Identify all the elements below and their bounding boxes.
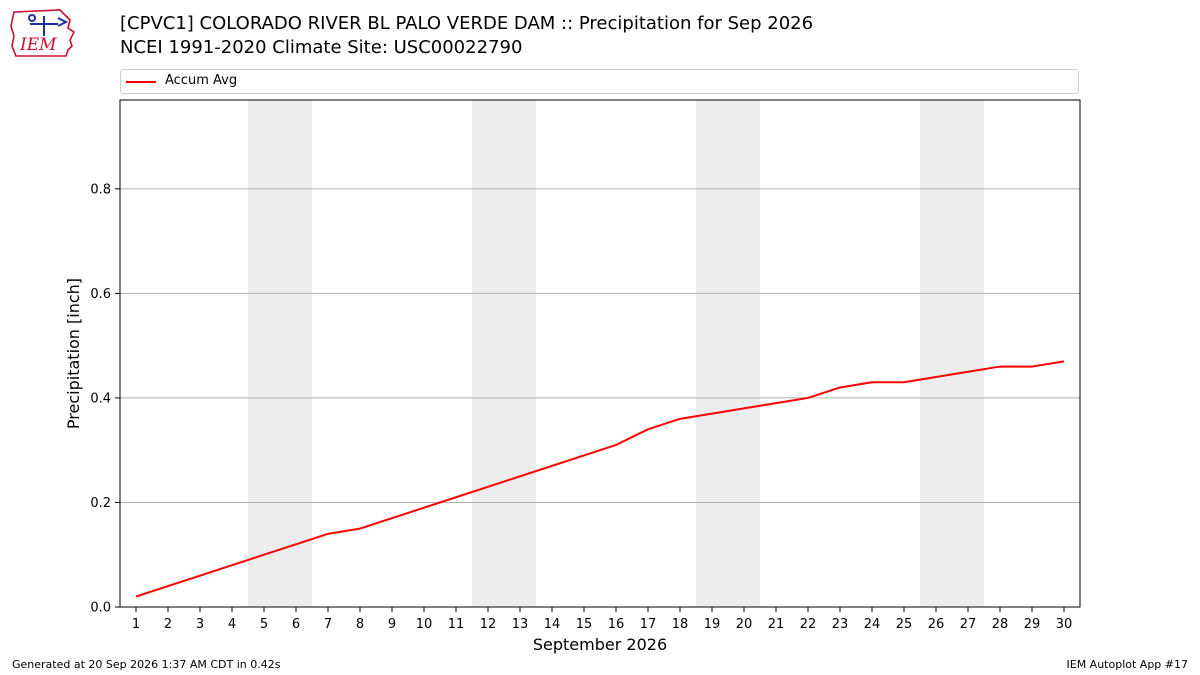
data-point (231, 564, 233, 566)
y-tick-label: 0.0 (90, 601, 111, 616)
y-axis: 0.0 0.2 0.4 0.6 0.8 (90, 182, 120, 616)
series-layer (135, 360, 1065, 598)
weekend-bands (248, 100, 984, 607)
weekend-band-13 (504, 100, 536, 607)
x-tick-label: 16 (608, 617, 625, 632)
x-tick-label: 17 (640, 617, 657, 632)
data-point (167, 585, 169, 587)
data-point (711, 413, 713, 415)
data-point (519, 475, 521, 477)
footer-app-label: IEM Autoplot App #17 (1066, 658, 1189, 671)
x-tick-label: 26 (928, 617, 945, 632)
data-point (583, 454, 585, 456)
data-point (135, 596, 137, 598)
x-tick-label: 20 (736, 617, 753, 632)
weekend-band-20 (728, 100, 760, 607)
x-tick-label: 2 (164, 617, 172, 632)
data-point (1063, 360, 1065, 362)
grid-lines (120, 188, 1080, 503)
data-point (391, 517, 393, 519)
chart-title-line-1: [CPVC1] COLORADO RIVER BL PALO VERDE DAM… (120, 13, 814, 34)
data-point (871, 381, 873, 383)
chart-legend: Accum Avg (120, 69, 1079, 94)
x-tick-label: 29 (1024, 617, 1041, 632)
series-line-accum-avg (135, 360, 1065, 598)
iem-logo: IEM (10, 9, 76, 57)
weather-station-icon (28, 14, 69, 36)
data-point (423, 507, 425, 509)
x-tick-label: 30 (1056, 617, 1073, 632)
chart-title-line-2: NCEI 1991-2020 Climate Site: USC00022790 (120, 37, 523, 58)
x-tick-label: 13 (512, 617, 529, 632)
x-tick-label: 8 (356, 617, 364, 632)
data-point (263, 554, 265, 556)
y-tick-label: 0.6 (90, 287, 111, 302)
x-tick-label: 7 (324, 617, 332, 632)
x-axis-label: September 2026 (533, 635, 667, 654)
weekend-band-19 (696, 100, 728, 607)
y-tick-label: 0.2 (90, 496, 111, 511)
x-tick-label: 14 (544, 617, 561, 632)
x-tick-label: 6 (292, 617, 300, 632)
weekend-band-6 (280, 100, 312, 607)
weekend-band-27 (952, 100, 984, 607)
logo-text: IEM (19, 35, 57, 55)
x-tick-label: 18 (672, 617, 689, 632)
data-point (295, 543, 297, 545)
x-tick-label: 27 (960, 617, 977, 632)
x-tick-label: 25 (896, 617, 913, 632)
weekend-band-5 (248, 100, 280, 607)
data-point (679, 418, 681, 420)
x-tick-label: 19 (704, 617, 721, 632)
x-tick-label: 4 (228, 617, 236, 632)
plot-frame (119, 99, 1081, 608)
x-tick-label: 15 (576, 617, 593, 632)
data-point (551, 465, 553, 467)
data-point (199, 575, 201, 577)
x-tick-label: 28 (992, 617, 1009, 632)
data-point (615, 444, 617, 446)
x-tick-label: 12 (480, 617, 497, 632)
data-point (1031, 366, 1033, 368)
x-tick-label: 1 (132, 617, 140, 632)
data-point (967, 371, 969, 373)
x-tick-label: 3 (196, 617, 204, 632)
data-point (839, 386, 841, 388)
data-point (807, 397, 809, 399)
x-axis: 1 2 3 4 5 6 7 8 9 10 11 12 13 14 15 16 17 18 19 20 21 22 23 24 2… (132, 607, 1072, 632)
x-tick-label: 21 (768, 617, 785, 632)
weekend-band-26 (920, 100, 952, 607)
footer-generated-text: Generated at 20 Sep 2026 1:37 AM CDT in … (12, 658, 281, 671)
y-tick-label: 0.8 (90, 182, 111, 197)
data-point (903, 381, 905, 383)
data-point (935, 376, 937, 378)
data-point (775, 402, 777, 404)
weekend-band-12 (472, 100, 504, 607)
x-tick-label: 10 (416, 617, 433, 632)
y-tick-label: 0.4 (90, 391, 111, 406)
x-tick-label: 24 (864, 617, 881, 632)
x-tick-label: 9 (388, 617, 396, 632)
data-point (743, 407, 745, 409)
x-tick-label: 11 (448, 617, 465, 632)
legend-label-accum-avg: Accum Avg (165, 73, 238, 88)
data-point (359, 528, 361, 530)
legend-swatch-accum-avg (126, 81, 156, 83)
x-tick-label: 23 (832, 617, 849, 632)
data-point (647, 428, 649, 430)
data-point (327, 533, 329, 535)
x-tick-label: 5 (260, 617, 268, 632)
data-point (455, 496, 457, 498)
data-point (487, 486, 489, 488)
y-axis-label: Precipitation [inch] (64, 278, 83, 429)
x-tick-label: 22 (800, 617, 817, 632)
iowa-outline-icon (10, 9, 76, 57)
data-point (999, 366, 1001, 368)
